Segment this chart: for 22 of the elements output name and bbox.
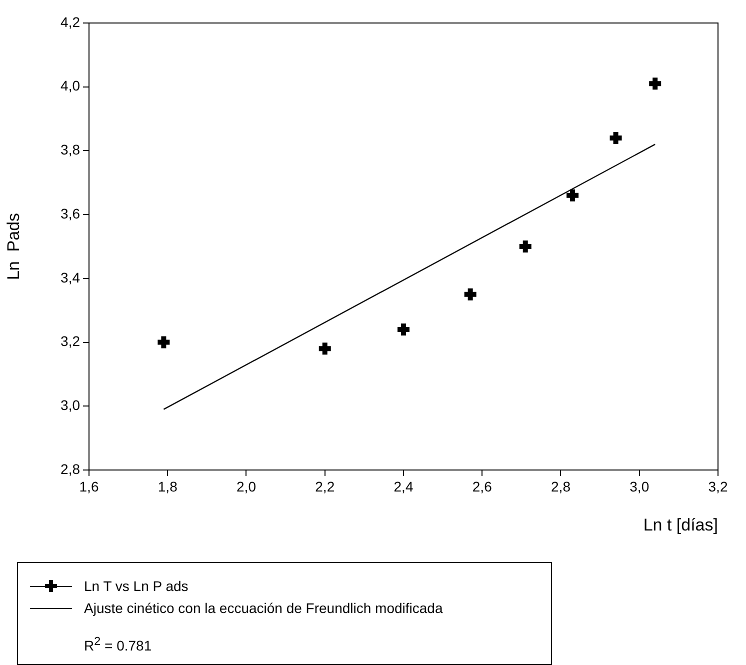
text: R$^{2}$ = 0.781 xyxy=(84,635,153,654)
x-tick-label: 3,0 xyxy=(630,478,650,494)
y-tick-label: 3,4 xyxy=(60,269,80,286)
y-tick-label: 3,2 xyxy=(60,333,80,350)
y-tick-label: 3,0 xyxy=(60,397,80,413)
x-tick-label: 2,0 xyxy=(236,478,256,494)
x-tick-label: 1,6 xyxy=(79,478,99,494)
x-tick-label: 2,6 xyxy=(472,478,492,494)
x-tick-label: 2,8 xyxy=(551,478,571,494)
x-tick-label: 2,4 xyxy=(394,478,414,494)
y-tick-label: 4,2 xyxy=(60,14,80,30)
y-tick-label: 3,6 xyxy=(60,205,80,222)
legend-label: Ajuste cinético con la eccuación de Freundlich modificada xyxy=(84,600,443,616)
legend-label: Ln T vs Ln P ads xyxy=(84,578,188,594)
x-tick-label: 3,2 xyxy=(708,478,728,494)
x-tick-label: 2,2 xyxy=(315,478,335,494)
y-axis-title: Ln Pads xyxy=(4,212,23,280)
x-tick-label: 1,8 xyxy=(158,478,178,494)
y-tick-label: 2,8 xyxy=(60,460,80,477)
y-tick-label: 3,8 xyxy=(60,142,80,158)
x-axis-title: Ln t [días] xyxy=(643,515,718,534)
y-tick-label: 4,0 xyxy=(60,78,80,94)
